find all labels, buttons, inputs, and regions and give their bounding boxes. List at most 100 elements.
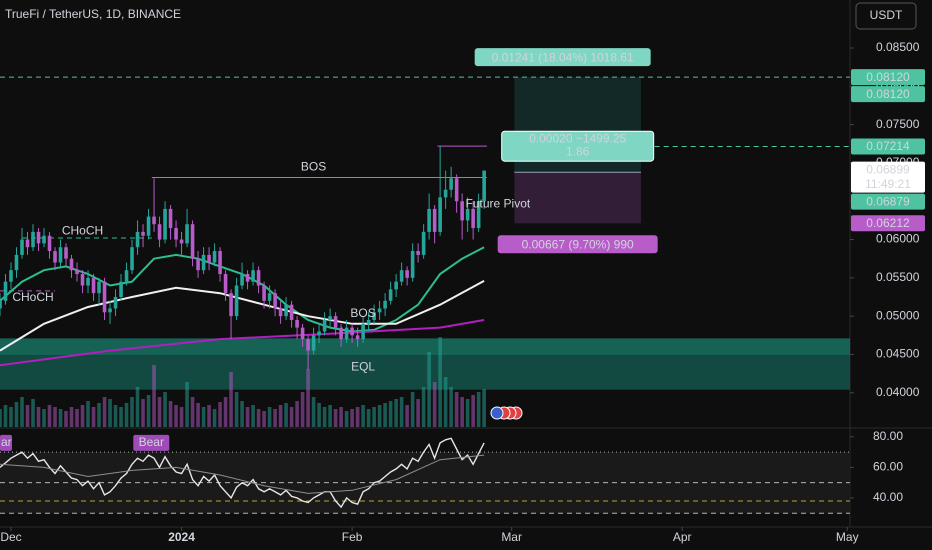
x-tick-label: Dec — [0, 530, 21, 544]
candle-body — [366, 319, 371, 324]
volume-bar — [190, 397, 195, 427]
flag-icons — [490, 406, 523, 420]
candle-body — [124, 270, 129, 282]
volume-bar — [141, 399, 145, 427]
volume-bar — [234, 392, 239, 427]
candle-body — [113, 297, 118, 309]
position-stop-label: 0.00667 (9.70%) 990 — [522, 237, 634, 251]
volume-bar — [372, 407, 376, 427]
position-target-label-box — [474, 48, 651, 67]
candle-body — [284, 304, 288, 317]
rsi-line — [0, 437, 485, 509]
candle-body — [42, 235, 46, 244]
volume-bar — [344, 411, 349, 427]
volume-bar — [119, 407, 123, 427]
candle-body — [97, 281, 101, 294]
candle-body — [388, 289, 393, 301]
signal-label-box — [133, 434, 170, 451]
candle-body — [36, 231, 41, 244]
position-entry-label: 0.00020 ~1499.25 — [529, 131, 626, 145]
candle-body — [394, 281, 398, 290]
candle-body — [3, 281, 8, 301]
volume-bar — [476, 392, 481, 427]
price-tag-label: 0.06212 — [866, 216, 910, 230]
volume-bar — [405, 405, 409, 427]
volume-bar — [124, 403, 129, 427]
candle-body — [130, 247, 134, 271]
candle-body — [311, 335, 316, 351]
candle-body — [135, 231, 140, 248]
candle-body — [482, 170, 486, 202]
candle-body — [267, 293, 272, 301]
candle-body — [31, 231, 35, 248]
candle-body — [119, 281, 123, 298]
volume-bar — [399, 397, 404, 427]
candle-body — [69, 258, 74, 271]
price-tag — [851, 215, 925, 232]
position-target-label: 0.01241 (18.04%) 1018.61 — [492, 50, 634, 64]
volume-bar — [416, 399, 420, 427]
volume-bar — [454, 392, 459, 427]
candle-body — [471, 208, 475, 229]
volume-bar — [273, 409, 277, 427]
candle-body — [240, 274, 244, 286]
candle-body — [344, 327, 349, 340]
volume-bar — [311, 397, 316, 427]
volume-bar — [245, 407, 250, 427]
x-tick-label: 2024 — [168, 530, 195, 544]
volume-bar — [14, 402, 19, 427]
price-tag — [851, 161, 925, 193]
volume-bar — [97, 403, 101, 427]
candle-body — [174, 228, 178, 240]
currency-button-frame[interactable] — [855, 2, 917, 30]
volume-bar — [75, 409, 79, 427]
volume-bar — [130, 397, 134, 427]
volume-bar — [278, 405, 283, 427]
price-tag-label: 0.08120 — [866, 70, 910, 84]
candle-body — [157, 224, 162, 240]
volume-bar — [427, 352, 431, 427]
candle-body — [454, 178, 459, 202]
candle-body — [80, 274, 85, 286]
price-tag-label: 0.07214 — [866, 139, 910, 153]
candle-body — [218, 251, 222, 275]
candle-body — [355, 335, 360, 340]
currency-button[interactable]: USDT — [855, 2, 917, 30]
annotation: BOS — [350, 306, 375, 320]
candle-body — [163, 208, 167, 240]
candle-body — [333, 316, 338, 328]
annotation: CHoCH — [12, 290, 53, 304]
y-tick-label: 0.05000 — [876, 308, 920, 322]
candle-body — [207, 254, 211, 263]
y-tick-label: 40.00 — [873, 490, 903, 504]
volume-bar — [306, 369, 310, 427]
volume-bar — [339, 407, 343, 427]
candle-body — [438, 197, 442, 232]
candle-body — [251, 270, 255, 282]
rsi-line — [0, 454, 485, 494]
volume-bar — [410, 392, 415, 427]
volume-bar — [20, 397, 24, 427]
price-tag-label: 0.06899 — [866, 162, 910, 176]
x-tick-label: Apr — [673, 530, 692, 544]
volume-bar — [113, 405, 118, 427]
signal-label: Bear — [139, 435, 164, 449]
candle-body — [322, 319, 327, 332]
price-tag — [851, 86, 925, 103]
volume-bar — [229, 372, 233, 427]
volume-bar — [366, 409, 371, 427]
candle-body — [212, 251, 217, 263]
volume-bar — [179, 407, 184, 427]
price-tag — [851, 138, 925, 155]
price-pane: BOS CHoCH CHoCH Future Pivot BOS EQL 0.01241 (… — [0, 48, 850, 427]
candle-body — [443, 189, 448, 198]
signal-label-box — [0, 434, 12, 451]
candle-body — [295, 319, 299, 328]
volume-bar — [9, 407, 13, 427]
currency-label[interactable]: USDT — [870, 8, 903, 22]
candle-body — [168, 208, 173, 229]
candle-body — [416, 251, 420, 255]
annotation: BOS — [301, 160, 326, 174]
candle-body — [273, 293, 277, 309]
